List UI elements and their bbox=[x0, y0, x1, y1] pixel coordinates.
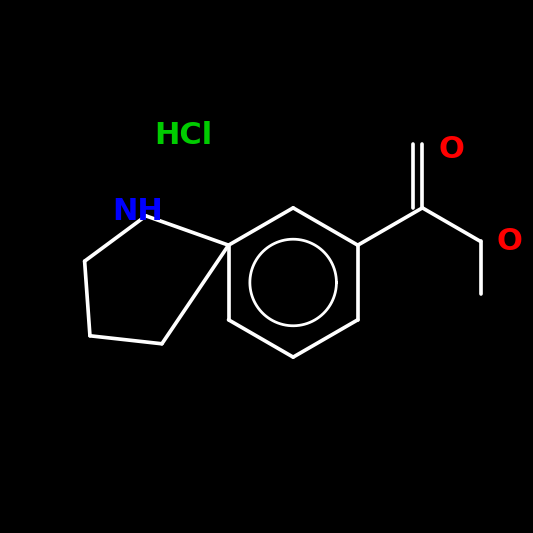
Text: NH: NH bbox=[112, 197, 163, 226]
Text: HCl: HCl bbox=[154, 122, 212, 150]
Text: O: O bbox=[439, 135, 465, 164]
Text: O: O bbox=[497, 227, 523, 256]
